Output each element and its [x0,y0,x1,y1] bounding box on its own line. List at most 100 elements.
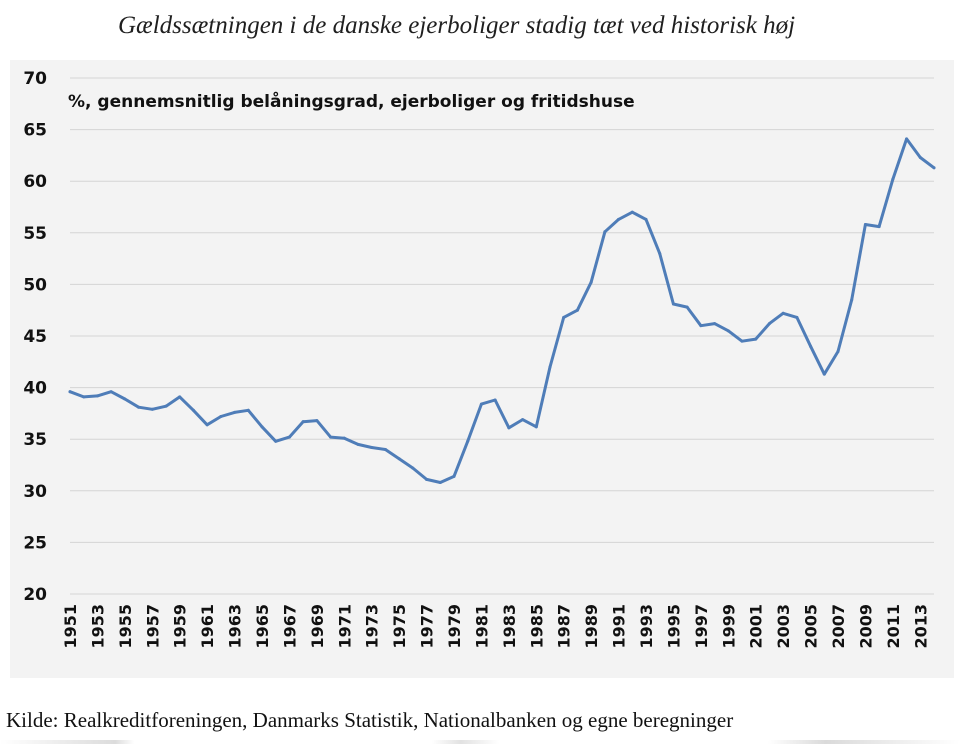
data-point [137,405,141,409]
data-points [68,137,936,485]
page-title: Gældssætningen i de danske ejerboliger s… [118,12,796,39]
data-point [123,397,127,401]
data-point [397,457,401,461]
x-tick-label: 1989 [582,604,601,649]
x-tick-label: 1977 [418,604,437,649]
data-point [164,404,168,408]
x-tick-label: 1959 [171,604,190,649]
data-point [918,155,922,159]
data-point [932,166,936,170]
data-point [809,344,813,348]
data-point [850,298,854,302]
data-point [370,445,374,449]
x-tick-label: 1953 [88,604,107,649]
y-tick-label: 35 [23,430,47,450]
x-tick-label: 1951 [61,604,80,649]
data-point [521,418,525,422]
x-tick-label: 1973 [363,604,382,649]
x-tick-label: 1975 [390,604,409,649]
data-point [219,414,223,418]
data-point [822,372,826,376]
x-axis-tick-labels: 1951 1953 1955 1957 1959 1961 1963 1965 1967 1969… [61,604,930,649]
data-point [795,315,799,319]
chart-panel: 20 25 30 35 40 45 50 55 60 65 70 1951 1953 1955 1957 1… [10,60,954,678]
x-tick-label: 1971 [335,604,354,649]
data-point [68,390,72,394]
data-point [658,251,662,255]
data-point [877,225,881,229]
data-point [425,477,429,481]
data-point [274,439,278,443]
data-point [891,177,895,181]
x-tick-label: 1957 [143,604,162,649]
data-point [356,442,360,446]
x-tick-label: 2003 [774,604,793,649]
data-point [589,280,593,284]
x-tick-label: 1993 [637,604,656,649]
data-point [754,337,758,341]
data-point [493,398,497,402]
x-tick-label: 1967 [280,604,299,649]
data-point [411,466,415,470]
data-point [726,329,730,333]
x-tick-label: 1963 [226,604,245,649]
y-tick-label: 45 [23,327,47,347]
y-tick-label: 20 [23,585,47,605]
x-tick-label: 1961 [198,604,217,649]
data-point [109,390,113,394]
source-note: Kilde: Realkreditforeningen, Danmarks St… [6,708,734,732]
data-point [617,217,621,221]
data-point [383,448,387,452]
data-point [507,426,511,430]
data-point [205,423,209,427]
data-point [191,408,195,412]
data-point [329,435,333,439]
chart-subtitle: %, gennemsnitlig belåningsgrad, ejerboli… [68,90,635,112]
x-tick-label: 1995 [664,604,683,649]
data-point [301,420,305,424]
data-point [452,474,456,478]
x-tick-label: 2011 [884,604,903,649]
data-point [575,308,579,312]
y-tick-label: 70 [23,69,47,89]
data-point [342,436,346,440]
x-tick-label: 2005 [802,604,821,649]
data-point [603,230,607,234]
data-point [150,407,154,411]
x-tick-label: 2007 [829,604,848,649]
data-point [246,408,250,412]
y-axis-tick-labels: 20 25 30 35 40 45 50 55 60 65 70 [23,69,47,605]
cropped-next-line [0,740,960,744]
data-point [466,439,470,443]
data-point [479,402,483,406]
data-point [315,419,319,423]
data-point [905,137,909,141]
x-tick-label: 1987 [555,604,574,649]
x-tick-label: 2001 [747,604,766,649]
x-tick-label: 1955 [116,604,135,649]
data-point [95,394,99,398]
x-tick-label: 1985 [527,604,546,649]
data-point [233,410,237,414]
x-tick-label: 1997 [692,604,711,649]
y-tick-label: 60 [23,172,47,192]
x-tick-label: 1969 [308,604,327,649]
data-point [671,302,675,306]
data-point [699,324,703,328]
x-tick-label: 1999 [719,604,738,649]
y-tick-label: 40 [23,379,47,399]
x-tick-label: 1979 [445,604,464,649]
series-line [68,137,936,484]
data-point [836,349,840,353]
data-point [767,322,771,326]
data-point [548,365,552,369]
data-point [644,217,648,221]
y-tick-label: 55 [23,224,47,244]
data-point [781,311,785,315]
gridlines [70,77,934,595]
x-tick-label: 2013 [911,604,930,649]
data-point [287,435,291,439]
data-point [82,395,86,399]
y-tick-label: 50 [23,275,47,295]
